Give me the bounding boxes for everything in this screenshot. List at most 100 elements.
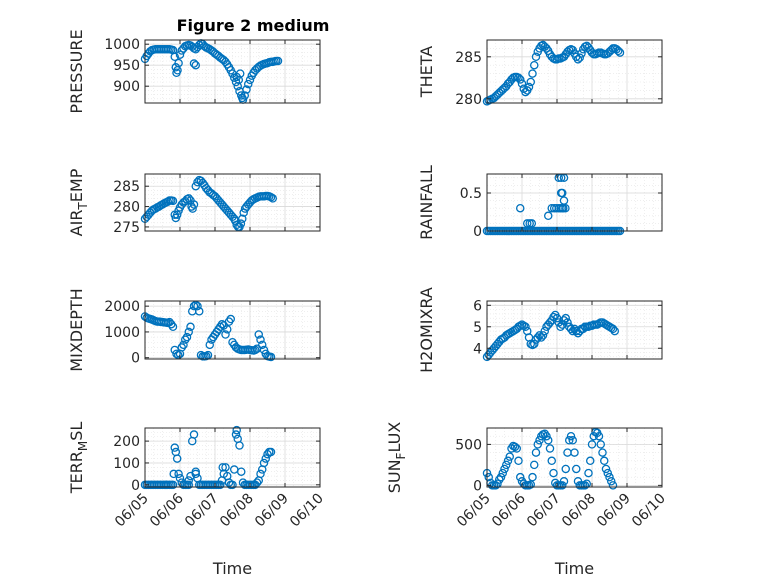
y-tick-label: 285 [113, 179, 140, 195]
data-point [531, 448, 541, 457]
data-point [521, 322, 530, 332]
data-point [610, 326, 620, 336]
data-point [544, 211, 553, 221]
data-point [172, 349, 181, 359]
data-point [236, 467, 246, 476]
y-tick-label: 4 [473, 341, 482, 357]
data-point [266, 352, 276, 362]
y-tick-label: 100 [113, 456, 140, 472]
data-point [259, 345, 269, 355]
data-point [236, 219, 246, 228]
data-point [568, 436, 578, 445]
data-point [175, 50, 185, 59]
y-axis-label: RAINFALL [417, 165, 436, 240]
data-point [614, 46, 623, 56]
data-point [257, 340, 267, 350]
data-point [503, 456, 513, 466]
subplot-3: 275 280 285 AIRTEMP [67, 168, 321, 236]
data-point [175, 474, 185, 483]
data-point [242, 85, 251, 94]
data-point [238, 214, 247, 224]
y-tick-label: 200 [113, 434, 140, 450]
data-point [498, 468, 507, 478]
data-point [549, 312, 558, 322]
data-point [594, 431, 604, 441]
data-point [233, 81, 242, 91]
data-point [526, 339, 536, 349]
y-tick-label: 0 [473, 224, 482, 240]
y-tick-label: 1000 [104, 325, 140, 341]
data-point [601, 464, 611, 474]
data-point [218, 463, 227, 472]
data-point [266, 447, 276, 457]
y-axis-label: TERRMSL [67, 422, 90, 495]
data-point [524, 82, 534, 92]
data-point [231, 430, 241, 439]
subplot-6: 4 5 6 H2OMIXRA [417, 287, 663, 373]
data-point [186, 322, 195, 332]
y-axis-label: AIRTEMP [67, 168, 90, 236]
data-point [598, 448, 607, 457]
y-tick-label: 285 [455, 50, 482, 66]
y-axis-label: MIXDEPTH [67, 288, 86, 371]
data-point [566, 324, 576, 334]
data-point [245, 75, 255, 85]
data-point [235, 441, 244, 450]
y-axis-label: SUNFLUX [385, 422, 408, 494]
data-point [174, 58, 183, 68]
data-point [172, 210, 182, 219]
data-point [540, 326, 550, 336]
y-tick-label: 2000 [104, 299, 140, 315]
data-point [584, 468, 593, 478]
data-point [189, 59, 199, 68]
data-point [228, 480, 237, 490]
data-point [580, 481, 590, 490]
data-point [252, 478, 262, 487]
data-point [586, 456, 595, 466]
data-point [268, 194, 277, 203]
data-point [226, 314, 235, 324]
data-point [531, 52, 541, 62]
data-point [254, 330, 263, 339]
data-point [250, 345, 260, 355]
data-point [528, 472, 537, 482]
data-point [561, 203, 570, 213]
data-point [538, 331, 548, 340]
data-point [174, 469, 183, 479]
data-point [530, 60, 539, 70]
y-tick-label: 950 [113, 58, 140, 74]
data-point [608, 324, 618, 334]
data-point [184, 327, 193, 337]
subplot-5: 0 1000 2000 MIXDEPTH [67, 288, 321, 372]
subplot-2: 280 285 THETA [417, 39, 663, 108]
data-point [605, 472, 614, 482]
data-point [516, 75, 525, 84]
y-tick-label: 0 [131, 478, 140, 494]
data-point [577, 49, 586, 58]
data-point [256, 469, 265, 479]
data-point [575, 53, 585, 62]
data-point [182, 332, 192, 342]
data-point [193, 301, 202, 311]
data-point [533, 440, 543, 449]
data-point [184, 480, 193, 490]
data-point [528, 69, 537, 78]
data-point [533, 333, 543, 342]
data-point [549, 468, 558, 478]
data-point [537, 333, 546, 342]
data-point [607, 477, 616, 486]
data-point [191, 467, 200, 476]
data-point [544, 436, 553, 445]
y-tick-label: 0 [473, 478, 482, 494]
y-tick-label: 500 [455, 437, 482, 453]
data-point [169, 469, 178, 479]
data-point [222, 325, 232, 334]
axes-box [144, 39, 321, 104]
data-point [514, 456, 523, 466]
axes-box [144, 427, 321, 488]
data-point [587, 440, 597, 449]
data-point [496, 472, 506, 482]
y-tick-label: 275 [113, 220, 140, 236]
data-point [527, 219, 537, 228]
data-point [559, 477, 569, 486]
